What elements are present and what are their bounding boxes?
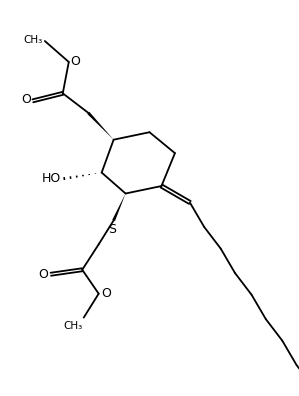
Text: S: S: [108, 223, 116, 236]
Polygon shape: [87, 112, 114, 140]
Text: O: O: [70, 55, 80, 69]
Text: CH₃: CH₃: [23, 34, 42, 44]
Text: O: O: [38, 268, 48, 281]
Polygon shape: [112, 194, 126, 221]
Text: HO: HO: [42, 172, 61, 185]
Text: O: O: [101, 287, 111, 300]
Text: CH₃: CH₃: [63, 321, 82, 331]
Text: O: O: [21, 93, 31, 106]
